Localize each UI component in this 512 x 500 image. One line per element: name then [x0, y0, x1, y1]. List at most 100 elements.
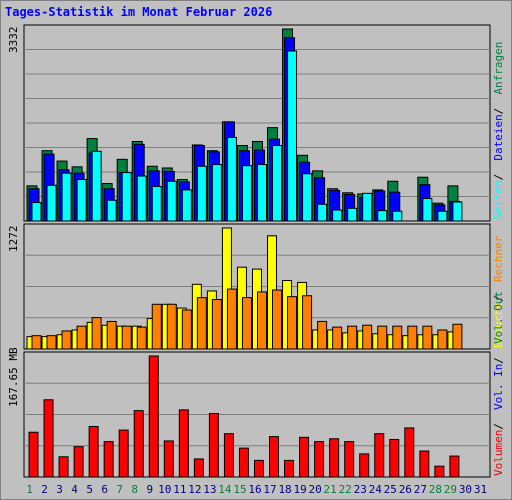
bar-rechner-day-29 — [452, 323, 463, 350]
x-tick-label-17: 17 — [263, 483, 276, 496]
x-tick-label-14: 14 — [218, 483, 232, 496]
legend-separator: / — [492, 357, 505, 364]
bar-seiten-day-27 — [422, 198, 433, 222]
bar-volumen-day-17 — [269, 436, 280, 478]
bar-volumen-day-7 — [118, 429, 129, 478]
bar-rechner-day-4 — [76, 325, 87, 350]
bar-seiten-day-19 — [302, 173, 313, 222]
bar-rechner-day-2 — [46, 335, 57, 350]
y-axis-label-2: 1272 — [7, 226, 20, 253]
bar-volumen-day-9 — [148, 355, 159, 478]
bar-volumen-day-21 — [329, 438, 340, 478]
y-axis-label-1: 3332 — [7, 27, 20, 54]
bar-rechner-day-22 — [347, 325, 358, 350]
bar-seiten-day-6 — [106, 199, 117, 222]
x-tick-label-16: 16 — [248, 483, 261, 496]
bar-rechner-day-10 — [166, 303, 177, 350]
bar-rechner-day-5 — [91, 317, 102, 350]
bar-volumen-day-4 — [73, 446, 84, 478]
bar-seiten-day-9 — [151, 185, 162, 222]
x-tick-label-25: 25 — [384, 483, 397, 496]
bar-rechner-day-6 — [106, 320, 117, 350]
bar-rechner-day-21 — [332, 326, 343, 350]
chart-title: Tages-Statistik im Monat Februar 2026 — [5, 5, 273, 19]
bar-rechner-day-13 — [211, 299, 222, 350]
x-tick-label-7: 7 — [116, 483, 123, 496]
bar-rechner-day-28 — [437, 329, 448, 350]
bar-seiten-day-3 — [61, 172, 72, 222]
bar-volumen-day-25 — [389, 438, 400, 478]
bar-volumen-day-20 — [314, 441, 325, 478]
x-tick-label-28: 28 — [429, 483, 442, 496]
bar-rechner-day-3 — [61, 330, 72, 350]
x-tick-label-27: 27 — [414, 483, 427, 496]
x-tick-label-30: 30 — [459, 483, 472, 496]
bar-volumen-day-19 — [299, 436, 310, 478]
bar-seiten-day-28 — [437, 210, 448, 222]
legend-besuche: Besuche — [492, 302, 505, 348]
x-tick-label-11: 11 — [173, 483, 186, 496]
bar-volumen-day-3 — [58, 456, 69, 478]
bar-volumen-day-12 — [193, 458, 204, 478]
x-tick-label-6: 6 — [101, 483, 108, 496]
x-tick-label-21: 21 — [324, 483, 337, 496]
bar-rechner-day-14 — [226, 288, 237, 350]
bar-seiten-day-17 — [272, 145, 283, 222]
bar-seiten-day-16 — [256, 164, 267, 222]
bar-seiten-day-14 — [226, 136, 237, 222]
bar-seiten-day-15 — [241, 165, 252, 222]
bar-seiten-day-4 — [76, 179, 87, 222]
bar-seiten-day-25 — [392, 210, 403, 222]
bar-volumen-day-10 — [163, 440, 174, 478]
bar-seiten-day-29 — [452, 201, 463, 222]
legend-rechner: Rechner — [492, 235, 505, 282]
legend-anfragen: Anfragen — [492, 42, 505, 95]
bar-volumen-day-18 — [284, 459, 295, 478]
bar-rechner-day-12 — [196, 297, 207, 350]
bar-rechner-day-9 — [151, 303, 162, 350]
bar-seiten-day-24 — [377, 210, 388, 222]
x-tick-label-26: 26 — [399, 483, 412, 496]
bar-volumen-day-23 — [359, 453, 370, 478]
bar-seiten-day-21 — [332, 209, 343, 222]
bar-volumen-day-13 — [208, 412, 219, 478]
x-tick-label-3: 3 — [56, 483, 63, 496]
x-tick-label-4: 4 — [71, 483, 78, 496]
x-tick-label-2: 2 — [41, 483, 48, 496]
x-tick-label-5: 5 — [86, 483, 93, 496]
bar-seiten-day-23 — [362, 192, 373, 222]
bar-rechner-day-15 — [241, 297, 252, 350]
legend-seiten: Seiten — [492, 180, 505, 220]
bar-volumen-day-28 — [434, 465, 445, 478]
bar-seiten-day-10 — [166, 180, 177, 222]
x-tick-label-1: 1 — [26, 483, 33, 496]
bar-rechner-day-18 — [287, 296, 298, 350]
bar-seiten-day-18 — [287, 50, 298, 222]
bar-seiten-day-13 — [211, 164, 222, 222]
x-tick-label-29: 29 — [444, 483, 457, 496]
legend-volumen: Volumen — [492, 430, 505, 476]
x-tick-label-10: 10 — [158, 483, 171, 496]
bar-rechner-day-16 — [256, 291, 267, 350]
x-tick-label-20: 20 — [309, 483, 322, 496]
x-tick-label-23: 23 — [354, 483, 367, 496]
legend-dateien: Dateien — [492, 114, 505, 160]
bar-seiten-day-7 — [121, 172, 132, 222]
bar-rechner-day-17 — [272, 289, 283, 350]
bar-volumen-day-2 — [43, 399, 54, 478]
x-tick-label-8: 8 — [131, 483, 138, 496]
bar-volumen-day-26 — [404, 427, 415, 478]
legend-separator: / — [492, 174, 505, 181]
bar-rechner-day-7 — [121, 325, 132, 350]
x-tick-label-31: 31 — [474, 483, 487, 496]
bar-volumen-day-24 — [374, 433, 385, 478]
bar-volumen-day-16 — [253, 459, 264, 478]
bar-volumen-day-22 — [344, 441, 355, 478]
bar-seiten-day-12 — [196, 165, 207, 222]
bar-seiten-day-11 — [181, 189, 192, 222]
bar-rechner-day-8 — [136, 326, 147, 350]
x-tick-label-22: 22 — [339, 483, 352, 496]
bar-seiten-day-8 — [136, 175, 147, 222]
legend-vol-out: Vol. Out — [492, 291, 505, 344]
